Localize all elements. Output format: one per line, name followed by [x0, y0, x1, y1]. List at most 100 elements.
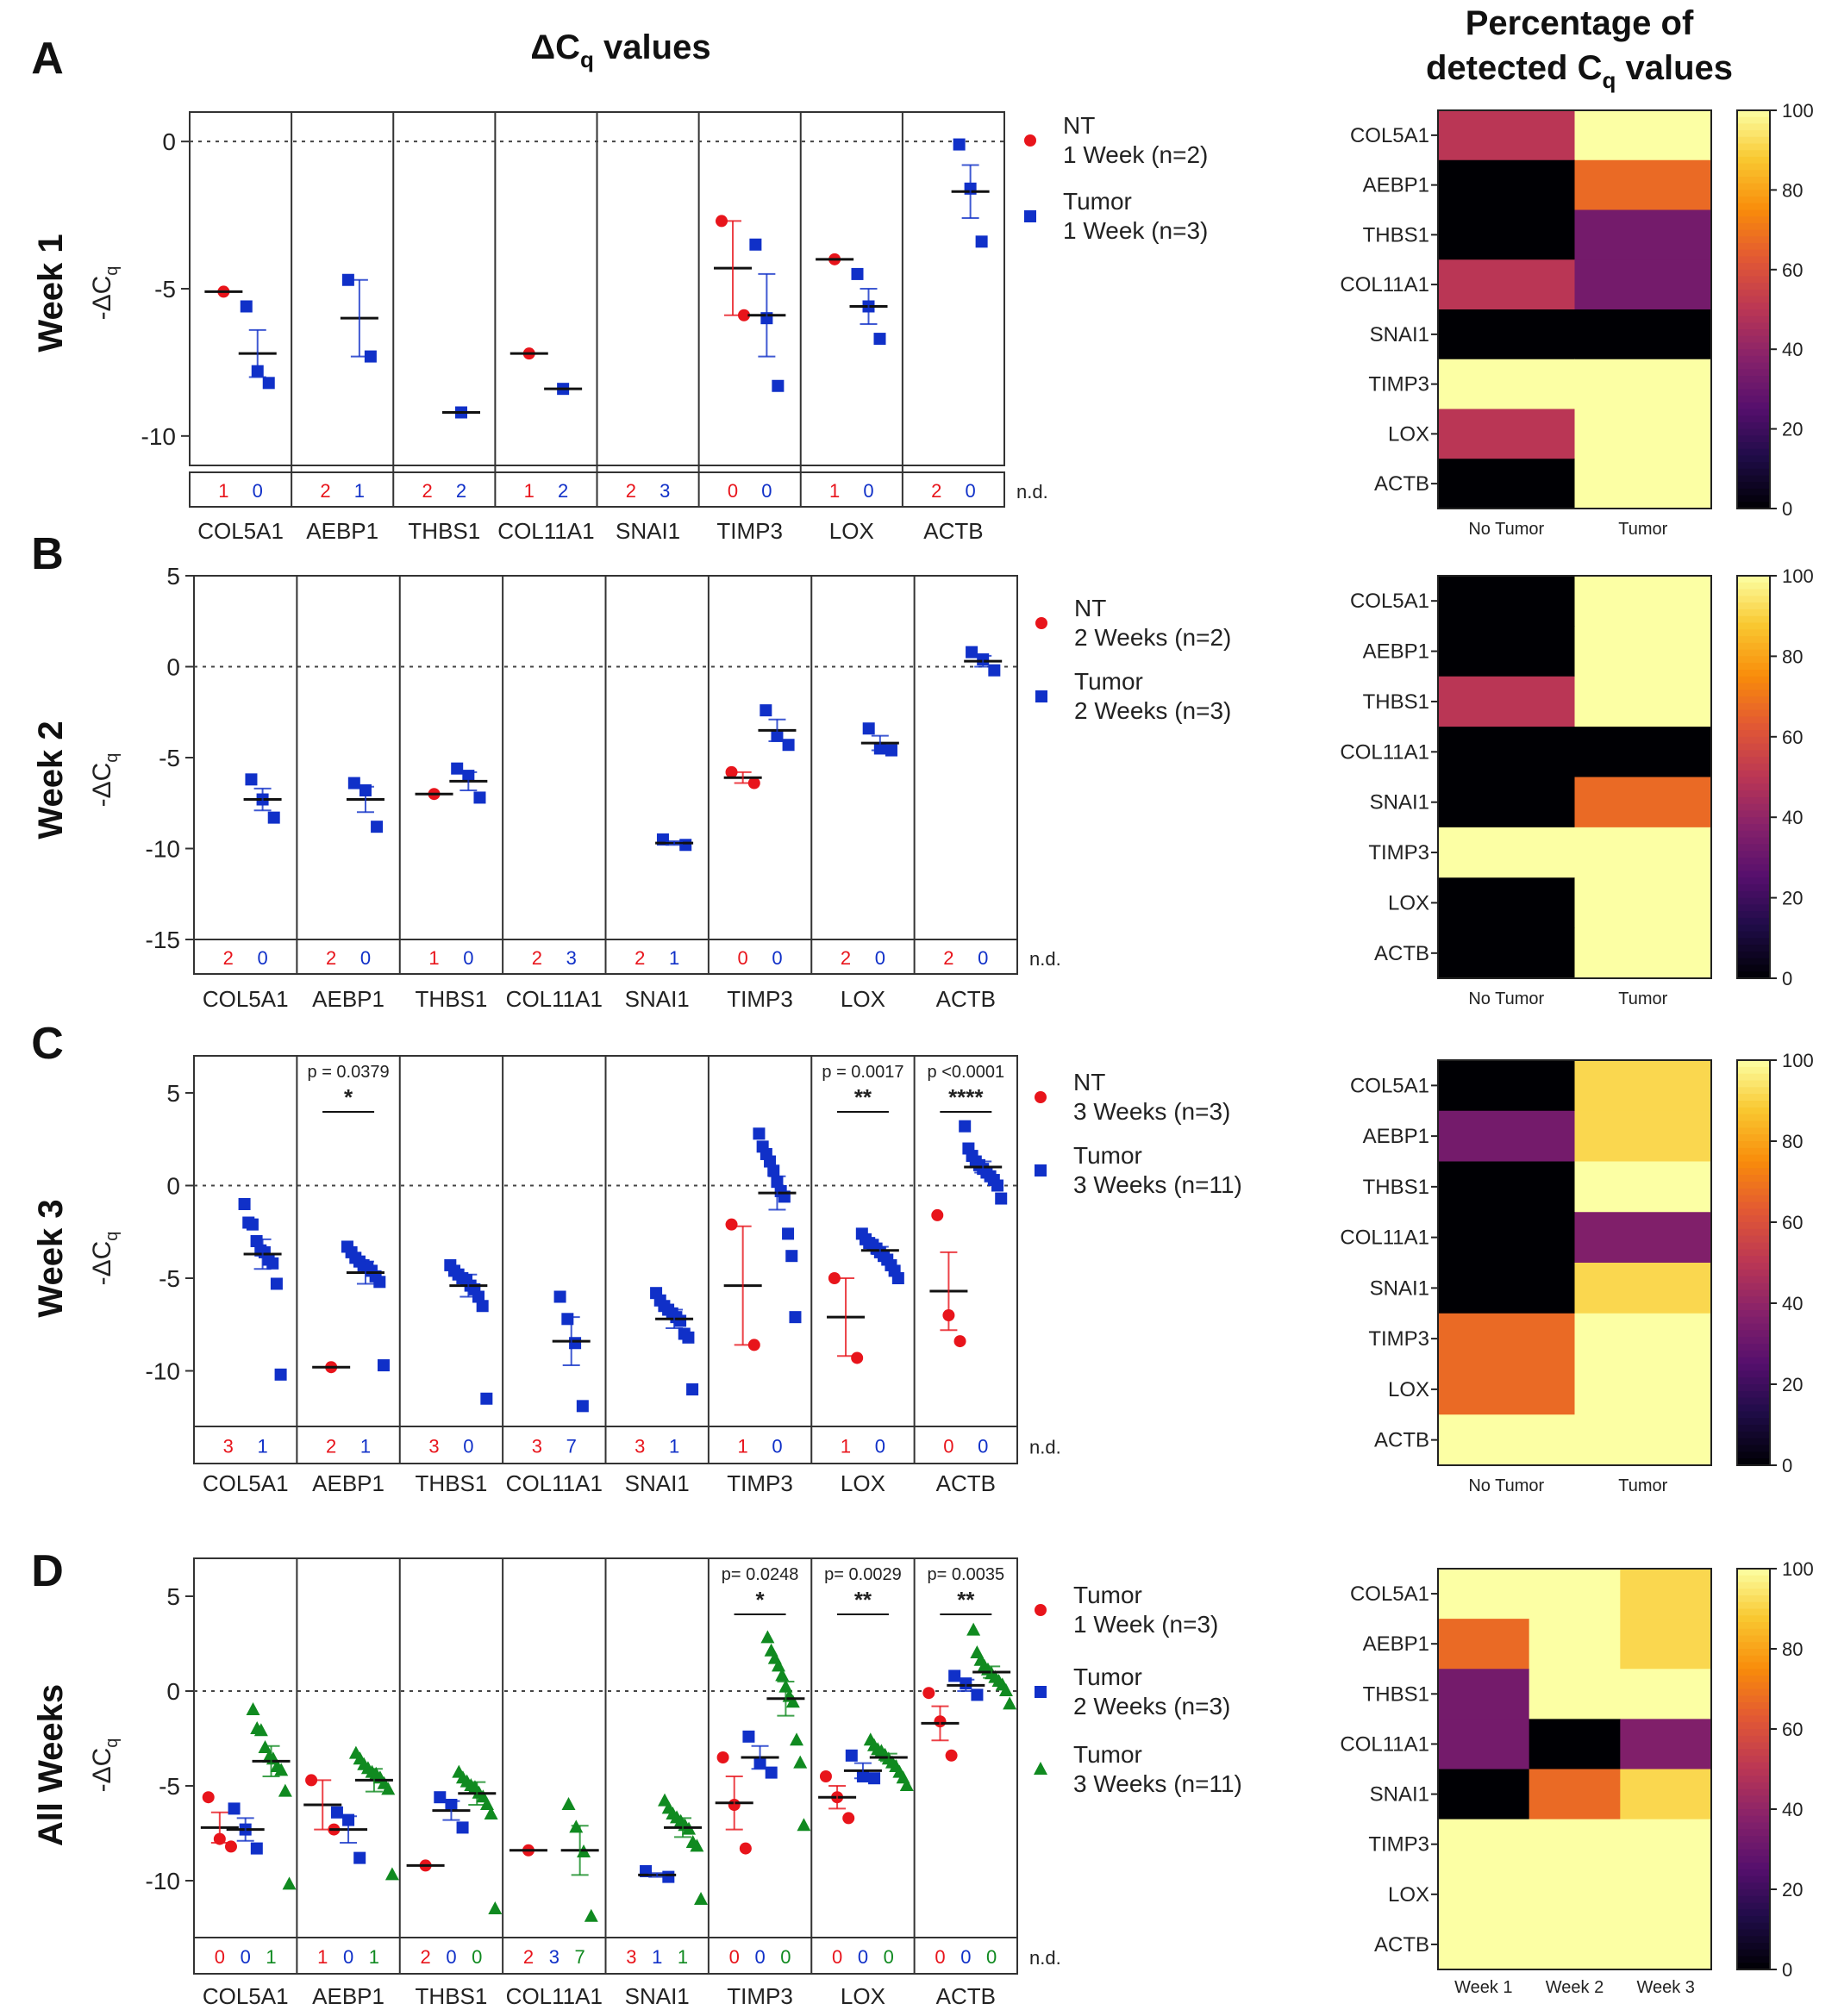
panel-letter-b: B [31, 529, 64, 579]
legend-label: Tumor [1073, 1142, 1142, 1169]
category-label: LOX [829, 518, 874, 544]
data-point [270, 1277, 283, 1290]
nd-row-frame [189, 471, 1005, 508]
legend-desc: 2 Weeks (n=3) [1073, 1693, 1230, 1720]
nd-count: 0 [215, 1946, 225, 1968]
colorbar-segment [1737, 917, 1770, 926]
colorbar-segment [1737, 1431, 1770, 1439]
heatmap-cell [1574, 1110, 1712, 1162]
panel-letter-a: A [31, 34, 64, 84]
colorbar-segment [1737, 1425, 1770, 1432]
colorbar-segment [1737, 1849, 1770, 1857]
heatmap-cell [1574, 827, 1712, 878]
colorbar-tick-label: 20 [1782, 419, 1803, 440]
colorbar-segment [1737, 315, 1770, 323]
colorbar-segment [1737, 355, 1770, 364]
colorbar-segment [1737, 958, 1770, 966]
nd-label: n.d. [1029, 1437, 1061, 1458]
colorbar-segment [1737, 1066, 1770, 1075]
colorbar-segment [1737, 924, 1770, 933]
colorbar-segment [1737, 951, 1770, 959]
colorbar-segment [1737, 1756, 1770, 1763]
colorbar-tick-label: 40 [1782, 1293, 1803, 1314]
category-label: AEBP1 [312, 986, 384, 1012]
heatmap-cell [1574, 1263, 1712, 1314]
nd-count: 1 [354, 480, 365, 502]
heatmap-cell [1574, 1161, 1712, 1213]
colorbar-segment [1737, 1742, 1770, 1750]
colorbar-tick-label: 80 [1782, 646, 1803, 667]
colorbar-segment [1737, 495, 1770, 502]
colorbar-tick-label: 100 [1782, 1050, 1814, 1071]
colorbar-segment [1737, 1283, 1770, 1290]
nd-count: 0 [472, 1946, 482, 1968]
colorbar-segment [1737, 609, 1770, 617]
heatmap-cell [1438, 777, 1575, 828]
nd-count: 1 [266, 1946, 276, 1968]
heatmap-cell [1529, 1669, 1621, 1720]
legend-label: NT [1074, 595, 1106, 621]
figure-title-dcq: ΔCq values [530, 28, 710, 72]
y-tick-label: -15 [146, 927, 180, 953]
colorbar-segment [1737, 1869, 1770, 1877]
heatmap-cell [1438, 827, 1575, 878]
category-label: AEBP1 [312, 1470, 384, 1496]
colorbar-segment [1737, 1615, 1770, 1623]
colorbar-tick-label: 80 [1782, 1638, 1803, 1660]
nd-count: 0 [463, 947, 473, 969]
colorbar-segment [1737, 1735, 1770, 1744]
nd-count: 0 [780, 1946, 791, 1968]
colorbar-segment [1737, 1802, 1770, 1810]
colorbar-segment [1737, 602, 1770, 610]
heatmap-row-label: COL5A1 [1350, 1582, 1429, 1606]
nd-count: 0 [343, 1946, 353, 1968]
heatmap-cell [1438, 1313, 1575, 1364]
heatmap-row-label: AEBP1 [1363, 174, 1429, 197]
legend-desc: 3 Weeks (n=11) [1073, 1770, 1242, 1797]
colorbar-segment [1737, 1922, 1770, 1931]
colorbar-segment [1737, 1688, 1770, 1696]
colorbar-segment [1737, 1182, 1770, 1189]
data-point [760, 1630, 775, 1644]
data-point [931, 1208, 944, 1221]
nd-count: 1 [317, 1946, 328, 1968]
colorbar-segment [1737, 877, 1770, 885]
data-point [384, 1867, 399, 1881]
data-point [690, 1838, 704, 1852]
colorbar-segment [1737, 1094, 1770, 1102]
colorbar-segment [1737, 1882, 1770, 1890]
p-value-label: p= 0.0029 [824, 1565, 902, 1584]
colorbar-segment [1737, 502, 1770, 509]
heatmap-frame [1437, 1568, 1712, 1970]
colorbar-segment [1737, 1330, 1770, 1338]
legend-desc: 3 Weeks (n=3) [1073, 1098, 1230, 1125]
data-point [797, 1818, 811, 1832]
heatmap-cell [1574, 1313, 1712, 1364]
colorbar-segment [1737, 1776, 1770, 1783]
category-label: COL5A1 [203, 1470, 289, 1496]
colorbar-tick-label: 100 [1782, 565, 1814, 587]
colorbar-segment [1737, 1695, 1770, 1703]
nd-count: 0 [241, 1946, 251, 1968]
colorbar-segment [1737, 1836, 1770, 1844]
heatmap-cell [1438, 159, 1575, 210]
nd-count: 2 [523, 1946, 534, 1968]
colorbar-segment [1737, 844, 1770, 852]
colorbar-segment [1737, 402, 1770, 410]
category-label: COL11A1 [506, 1983, 603, 2009]
colorbar-segment [1737, 1715, 1770, 1723]
nd-label: n.d. [1029, 948, 1061, 970]
nd-count: 0 [738, 947, 748, 969]
nd-count: 2 [931, 480, 941, 502]
colorbar-tick-label: 0 [1782, 1455, 1792, 1476]
nd-count: 0 [960, 1946, 971, 1968]
category-label: AEBP1 [312, 1983, 384, 2009]
p-value-label: p = 0.0379 [308, 1063, 390, 1082]
legend-desc: 2 Weeks (n=3) [1074, 697, 1231, 724]
colorbar-tick-label: 100 [1782, 100, 1814, 122]
data-point [995, 1192, 1008, 1205]
colorbar-segment [1737, 216, 1770, 224]
colorbar-segment [1737, 1588, 1770, 1596]
colorbar-segment [1737, 576, 1770, 584]
data-point [253, 1723, 268, 1737]
